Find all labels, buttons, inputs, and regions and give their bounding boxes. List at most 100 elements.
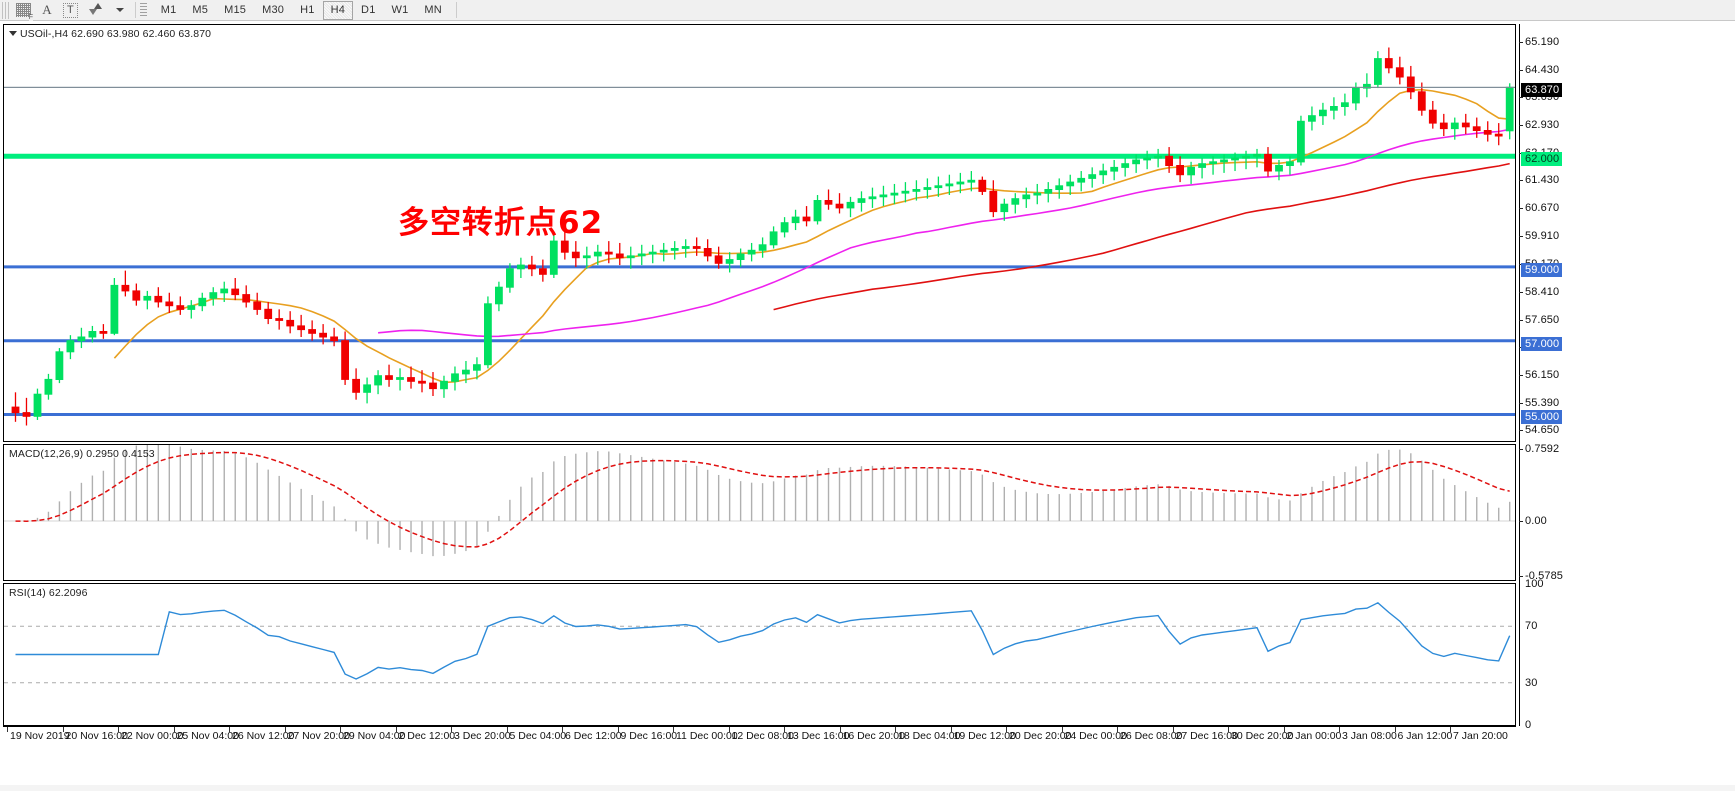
candle-body: [747, 249, 756, 255]
candle-body: [363, 384, 372, 393]
macd-info-label: MACD(12,26,9) 0.2950 0.4153: [9, 448, 155, 460]
candle-body: [923, 187, 932, 190]
candle-body: [1417, 91, 1426, 111]
time-tick: [1228, 727, 1229, 732]
price-axis[interactable]: 65.19064.43063.69062.93062.17061.43060.6…: [1518, 24, 1735, 731]
level-label-57[interactable]: 57.000: [1521, 336, 1563, 351]
time-label: 20 Dec 20:00: [1009, 730, 1072, 742]
price-pane[interactable]: USOil-,H4 62.690 63.980 62.460 63.870: [3, 24, 1516, 442]
chart-annotation-text[interactable]: 多空转折点62: [398, 205, 604, 241]
candle-body: [846, 201, 855, 209]
level-label-55[interactable]: 55.000: [1521, 410, 1563, 425]
candle-body: [956, 181, 965, 185]
candle-body: [1297, 120, 1305, 163]
current-price-label[interactable]: 63.870: [1521, 83, 1563, 98]
time-label: 25 Nov 04:00: [176, 730, 239, 742]
level-label-62[interactable]: 62.000: [1521, 152, 1563, 167]
price-tick-57.650: 57.650: [1518, 313, 1560, 326]
candle-body: [1143, 157, 1151, 161]
candle-body: [1461, 122, 1470, 128]
time-axis[interactable]: 19 Nov 2019 20 Nov 16:00 22 Nov 00:00 25 No…: [3, 726, 1516, 750]
candle-body: [1121, 163, 1130, 168]
time-label: 6 Jan 12:00: [1397, 730, 1453, 742]
price-tick-55.390: 55.390: [1518, 397, 1560, 410]
ma-slow: [773, 162, 1510, 311]
candle-body: [1494, 133, 1503, 137]
price-tick-64.430: 64.430: [1518, 63, 1560, 76]
candle-body: [626, 255, 635, 259]
candle-body: [1132, 159, 1140, 165]
candle-body: [1220, 159, 1228, 163]
macd-pane[interactable]: MACD(12,26,9) 0.2950 0.4153: [3, 444, 1516, 581]
candle-body: [1209, 161, 1217, 165]
macd-signal-line: [15, 451, 1510, 548]
candle-body: [1187, 166, 1195, 176]
candle-body: [670, 248, 679, 251]
ma-mid: [378, 128, 1510, 338]
timeframe-d1[interactable]: D1: [361, 4, 376, 16]
level-label-59[interactable]: 59.000: [1521, 262, 1563, 277]
rsi-tick-100: 100: [1525, 578, 1544, 590]
candle-body: [451, 373, 459, 382]
macd-chart-svg: [4, 445, 1515, 557]
candle-body: [879, 194, 888, 198]
time-tick: [395, 727, 397, 732]
candle-body: [231, 288, 240, 296]
candle-body: [1165, 155, 1173, 167]
timeframe-w1[interactable]: W1: [391, 4, 409, 16]
rsi-tick-30: 30: [1525, 676, 1538, 689]
candle-body: [1044, 189, 1053, 194]
timeframe-h4[interactable]: H4: [322, 0, 354, 20]
time-label: 27 Nov 20:00: [287, 730, 350, 742]
candle-body: [791, 216, 800, 224]
candle-body: [187, 305, 196, 310]
text-label-icon[interactable]: A: [36, 1, 58, 20]
time-tick: [895, 727, 896, 732]
candle-body: [857, 198, 866, 203]
text-box-icon[interactable]: T: [58, 1, 83, 20]
rsi-pane[interactable]: RSI(14) 62.2096: [3, 583, 1516, 726]
time-tick: [340, 727, 341, 732]
toolbar-grip-2[interactable]: [139, 2, 147, 18]
price-chart-svg: [4, 47, 1515, 426]
candle-body: [1384, 58, 1393, 69]
candle-body: [890, 192, 899, 196]
crosshair-icon[interactable]: [11, 1, 36, 21]
timeframe-m5[interactable]: M5: [192, 4, 209, 16]
time-label: 26 Dec 08:00: [1120, 730, 1183, 742]
candle-body: [220, 288, 229, 294]
candle-body: [88, 331, 97, 338]
timeframe-m30[interactable]: M30: [262, 4, 285, 16]
candle-body: [396, 377, 404, 380]
candle-body: [648, 251, 657, 255]
toolbar-grip-1[interactable]: [2, 1, 10, 19]
collapse-triangle-icon[interactable]: [9, 31, 17, 36]
axis-divider: [1519, 24, 1520, 726]
chart-canvas-area[interactable]: USOil-,H4 62.690 63.980 62.460 63.870 MA…: [0, 21, 1735, 791]
candle-body: [780, 222, 789, 233]
timeframe-h1[interactable]: H1: [300, 4, 315, 16]
rsi-tick-0: 0: [1525, 719, 1532, 731]
timeframe-m1[interactable]: M1: [160, 4, 177, 16]
candle-body: [253, 301, 262, 310]
candle-body: [385, 375, 393, 380]
timeframe-mn[interactable]: MN: [424, 4, 442, 16]
candle-body: [1198, 163, 1206, 168]
candle-body: [352, 378, 361, 393]
candle-body: [154, 295, 163, 303]
candle-body: [813, 200, 822, 222]
candle-body: [1011, 198, 1020, 205]
candle-body: [681, 246, 690, 249]
objects-dropdown-chevron-down-icon[interactable]: [109, 1, 131, 20]
timeframe-m15[interactable]: M15: [224, 4, 247, 16]
candle-body: [758, 244, 767, 251]
objects-icon[interactable]: [83, 1, 109, 20]
candle-body: [242, 294, 251, 303]
candle-body: [517, 264, 525, 270]
candle-body: [824, 200, 833, 205]
candle-body: [725, 259, 734, 264]
time-tick: [506, 727, 508, 732]
candle-body: [593, 251, 602, 257]
candle-body: [528, 264, 536, 270]
candle-body: [330, 336, 339, 342]
